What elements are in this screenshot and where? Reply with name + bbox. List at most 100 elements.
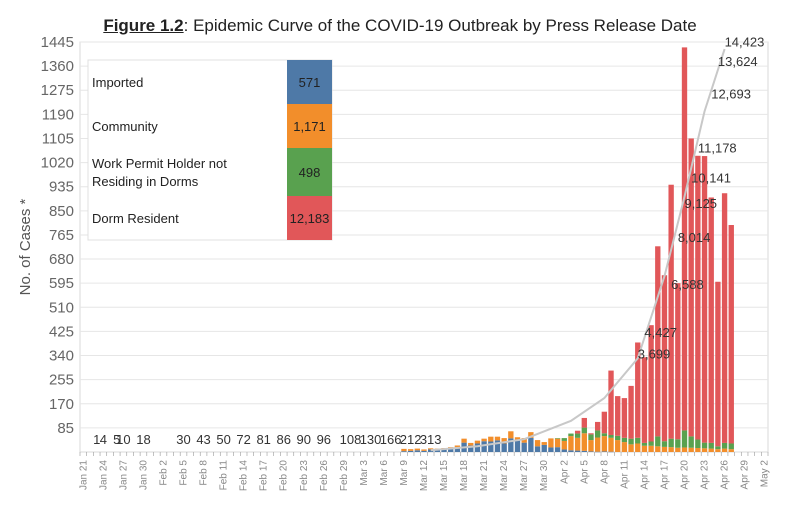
bar-segment-community bbox=[494, 436, 501, 441]
bar-segment-community bbox=[668, 447, 674, 452]
legend-total: 498 bbox=[299, 165, 321, 180]
bar-segment-work-permit-holder-not-residing-in-dorms bbox=[728, 443, 734, 450]
bar-segment-community bbox=[648, 445, 654, 452]
cumulative-label: 9,125 bbox=[685, 196, 718, 211]
figure-label: Figure 1.2 bbox=[103, 16, 184, 35]
y-tick-label: 765 bbox=[49, 227, 74, 244]
bar-segment-community bbox=[528, 432, 534, 438]
bar-segment-community bbox=[541, 442, 547, 445]
bar-segment-community bbox=[554, 438, 561, 448]
bar-segment-work-permit-holder-not-residing-in-dorms bbox=[628, 438, 634, 445]
bar-segment-imported bbox=[421, 450, 427, 452]
bar-segment-dorm-resident bbox=[581, 417, 587, 428]
bar-segment-work-permit-holder-not-residing-in-dorms bbox=[701, 442, 708, 449]
x-tick-label: Feb 2 bbox=[158, 460, 169, 486]
x-tick-label: Feb 11 bbox=[219, 460, 230, 491]
bar-segment-work-permit-holder-not-residing-in-dorms bbox=[668, 438, 674, 448]
bar-segment-community bbox=[641, 445, 648, 452]
bar-segment-work-permit-holder-not-residing-in-dorms bbox=[635, 437, 641, 444]
legend-swatch bbox=[287, 60, 332, 104]
bar-segment-community bbox=[548, 438, 554, 448]
y-tick-label: 935 bbox=[49, 179, 74, 196]
bar-segment-dorm-resident bbox=[574, 430, 581, 434]
bar-segment-imported bbox=[454, 447, 461, 452]
bar-segment-imported bbox=[508, 438, 514, 452]
bar-segment-community bbox=[708, 448, 714, 452]
y-tick-label: 1020 bbox=[41, 155, 74, 172]
cumulative-label: 6,588 bbox=[671, 277, 704, 292]
bar-segment-dorm-resident bbox=[601, 411, 608, 434]
bar-segment-community bbox=[728, 449, 734, 452]
bar-segment-community bbox=[601, 436, 608, 452]
bar-segment-community bbox=[588, 440, 594, 452]
legend-swatch bbox=[287, 196, 332, 240]
bar-segment-work-permit-holder-not-residing-in-dorms bbox=[648, 441, 654, 446]
bar-segment-community bbox=[521, 438, 527, 443]
cumulative-label: 11,178 bbox=[698, 141, 737, 156]
bar-segment-imported bbox=[401, 451, 407, 452]
bar-segment-community bbox=[534, 440, 541, 447]
cumulative-label: 43 bbox=[196, 432, 210, 447]
bar-segment-work-permit-holder-not-residing-in-dorms bbox=[695, 439, 701, 449]
bar-segment-imported bbox=[528, 437, 534, 452]
x-tick-label: Apr 20 bbox=[680, 460, 691, 490]
bar-segment-dorm-resident bbox=[628, 385, 634, 439]
bar-segment-dorm-resident bbox=[594, 421, 601, 431]
bar-segment-dorm-resident bbox=[615, 396, 621, 436]
bar-segment-community bbox=[514, 437, 521, 441]
bar-segment-community bbox=[701, 448, 708, 452]
bar-segment-dorm-resident bbox=[641, 357, 648, 443]
bar-segment-community bbox=[481, 438, 487, 442]
bar-segment-community bbox=[608, 437, 614, 452]
bar-segment-community bbox=[421, 449, 427, 451]
bar-segment-dorm-resident bbox=[648, 325, 654, 442]
bar-segment-work-permit-holder-not-residing-in-dorms bbox=[621, 437, 628, 443]
x-tick-label: Feb 23 bbox=[299, 460, 310, 492]
x-tick-label: Mar 12 bbox=[419, 460, 430, 492]
bar-segment-community bbox=[461, 438, 467, 443]
bar-segment-work-permit-holder-not-residing-in-dorms bbox=[608, 434, 614, 438]
bar-segment-work-permit-holder-not-residing-in-dorms bbox=[715, 446, 721, 450]
bar-segment-community bbox=[428, 448, 434, 450]
bar-segment-dorm-resident bbox=[728, 225, 734, 444]
cumulative-label: 72 bbox=[236, 432, 250, 447]
bar-segment-community bbox=[721, 448, 728, 452]
bar-segment-work-permit-holder-not-residing-in-dorms bbox=[581, 427, 587, 434]
bar-segment-imported bbox=[468, 445, 474, 452]
x-tick-label: Feb 29 bbox=[339, 460, 350, 492]
figure-title: Figure 1.2: Epidemic Curve of the COVID-… bbox=[0, 16, 800, 36]
bar-segment-community bbox=[675, 447, 681, 452]
cumulative-label: 10 bbox=[116, 432, 130, 447]
x-tick-label: Apr 23 bbox=[700, 460, 711, 490]
y-tick-label: 1445 bbox=[41, 34, 74, 51]
bar-segment-imported bbox=[521, 442, 527, 452]
cumulative-label: 18 bbox=[136, 432, 150, 447]
bar-segment-dorm-resident bbox=[708, 197, 714, 443]
bar-segment-dorm-resident bbox=[635, 342, 641, 438]
bar-segment-work-permit-holder-not-residing-in-dorms bbox=[615, 435, 621, 441]
cumulative-label: 108 bbox=[340, 432, 362, 447]
legend-label: Imported bbox=[92, 75, 143, 90]
x-tick-label: Feb 14 bbox=[239, 460, 250, 492]
legend-swatch bbox=[287, 148, 332, 196]
figure-title-text: : Epidemic Curve of the COVID-19 Outbrea… bbox=[183, 16, 697, 35]
x-tick-label: Mar 3 bbox=[359, 460, 370, 486]
bar-segment-community bbox=[655, 446, 661, 452]
cumulative-label: 96 bbox=[317, 432, 331, 447]
y-tick-label: 1190 bbox=[42, 106, 74, 123]
bar-segment-community bbox=[454, 445, 461, 448]
bar-segment-imported bbox=[574, 450, 581, 452]
bar-segment-imported bbox=[541, 444, 547, 452]
legend-total: 1,171 bbox=[293, 119, 326, 134]
cumulative-label: 5 bbox=[113, 432, 120, 447]
x-tick-label: Mar 9 bbox=[399, 460, 410, 486]
bar-segment-work-permit-holder-not-residing-in-dorms bbox=[594, 430, 601, 438]
bar-segment-work-permit-holder-not-residing-in-dorms bbox=[561, 438, 567, 441]
bar-segment-community bbox=[635, 443, 641, 452]
bar-segment-work-permit-holder-not-residing-in-dorms bbox=[554, 438, 561, 439]
x-tick-label: Mar 15 bbox=[439, 460, 450, 492]
x-tick-label: Feb 8 bbox=[199, 460, 210, 486]
x-tick-label: Apr 5 bbox=[579, 460, 590, 484]
bar-segment-work-permit-holder-not-residing-in-dorms bbox=[675, 439, 681, 448]
bar-segment-community bbox=[715, 449, 721, 452]
